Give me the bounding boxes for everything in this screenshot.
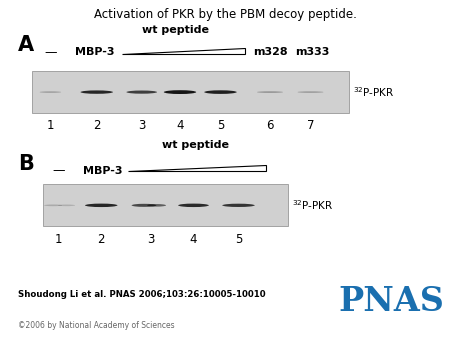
Polygon shape <box>122 48 245 54</box>
Text: 7: 7 <box>307 119 314 132</box>
Ellipse shape <box>58 204 75 206</box>
Text: Shoudong Li et al. PNAS 2006;103:26:10005-10010: Shoudong Li et al. PNAS 2006;103:26:1000… <box>18 290 266 299</box>
Text: MBP-3: MBP-3 <box>83 166 122 176</box>
Ellipse shape <box>147 204 166 207</box>
Text: m333: m333 <box>296 47 330 57</box>
Text: A: A <box>18 35 34 55</box>
Text: $^{32}$P-PKR: $^{32}$P-PKR <box>353 86 395 99</box>
Text: 2: 2 <box>98 233 105 245</box>
Ellipse shape <box>131 204 157 207</box>
Text: m328: m328 <box>253 47 287 57</box>
Text: B: B <box>18 154 34 174</box>
Text: 5: 5 <box>235 233 242 245</box>
Ellipse shape <box>81 90 113 94</box>
Bar <box>32 71 349 113</box>
Ellipse shape <box>40 91 61 93</box>
Ellipse shape <box>44 204 62 206</box>
Ellipse shape <box>204 90 237 94</box>
Ellipse shape <box>85 203 117 207</box>
Text: —: — <box>52 164 65 177</box>
Text: ©2006 by National Academy of Sciences: ©2006 by National Academy of Sciences <box>18 320 175 330</box>
Ellipse shape <box>126 91 157 94</box>
Text: MBP-3: MBP-3 <box>75 47 114 57</box>
Text: 1: 1 <box>47 119 54 132</box>
Text: $^{32}$P-PKR: $^{32}$P-PKR <box>292 199 334 212</box>
Text: wt peptide: wt peptide <box>162 140 229 150</box>
Ellipse shape <box>222 204 255 207</box>
Ellipse shape <box>297 91 324 93</box>
Text: 6: 6 <box>266 119 274 132</box>
Ellipse shape <box>257 91 283 93</box>
Text: —: — <box>44 46 57 59</box>
Text: 4: 4 <box>190 233 197 245</box>
Text: PNAS: PNAS <box>338 285 445 318</box>
Ellipse shape <box>164 90 196 94</box>
Text: 3: 3 <box>147 233 154 245</box>
Polygon shape <box>128 165 266 171</box>
Text: 4: 4 <box>176 119 184 132</box>
Text: wt peptide: wt peptide <box>142 25 209 35</box>
Text: 5: 5 <box>217 119 224 132</box>
Text: Activation of PKR by the PBM decoy peptide.: Activation of PKR by the PBM decoy pepti… <box>94 8 356 21</box>
Text: 2: 2 <box>93 119 100 132</box>
Bar <box>43 184 288 226</box>
Text: 3: 3 <box>138 119 145 132</box>
Ellipse shape <box>178 203 209 207</box>
Text: 1: 1 <box>55 233 62 245</box>
